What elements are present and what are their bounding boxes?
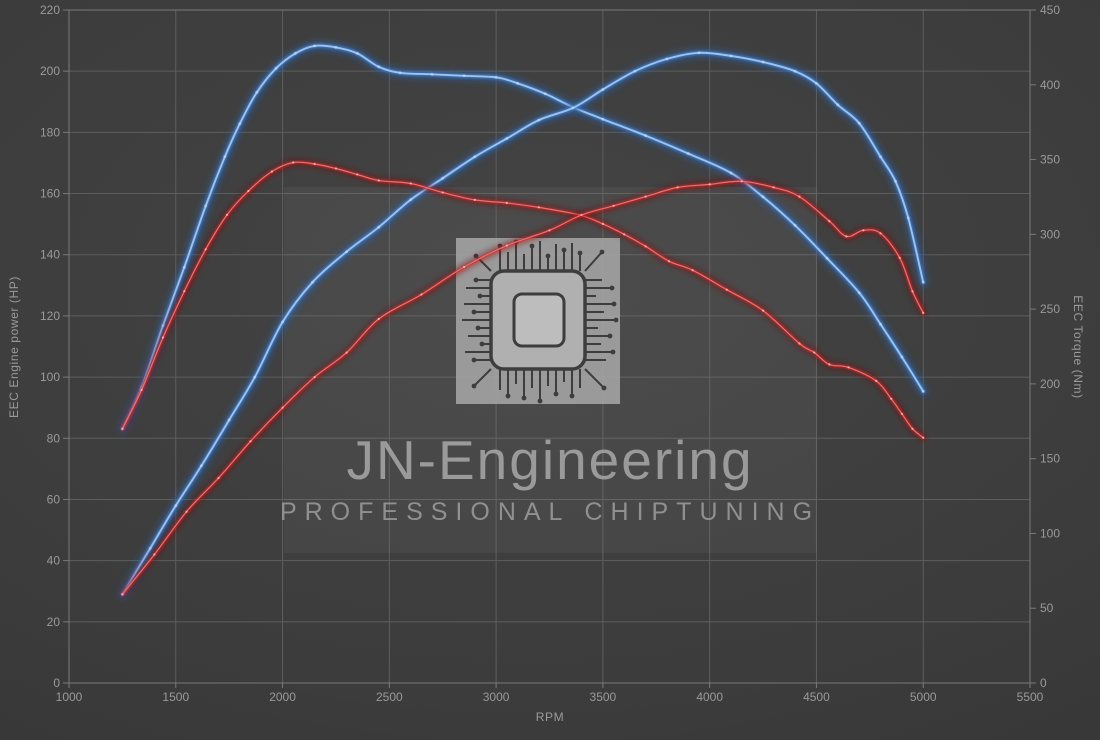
left-y-tick-label: 0 (53, 676, 60, 690)
axis-tick-labels: 1000 1500 2000 2500 3000 3500 4000 4500 5000 5500… (40, 3, 1060, 704)
left-y-tick-label: 160 (40, 187, 60, 201)
right-y-tick-label: 450 (1040, 3, 1060, 17)
right-y-tick-label: 350 (1040, 153, 1060, 167)
left-y-tick-label: 200 (40, 64, 60, 78)
left-y-tick-label: 60 (47, 492, 61, 506)
left-y-tick-label: 120 (40, 309, 60, 323)
x-tick-label: 3500 (590, 690, 617, 704)
right-y-tick-label: 250 (1040, 302, 1060, 316)
left-y-tick-label: 80 (47, 431, 61, 445)
series-power-tuned (117, 47, 929, 600)
right-y-tick-label: 50 (1040, 601, 1054, 615)
series-power-stock (119, 178, 927, 598)
right-y-tick-label: 200 (1040, 377, 1060, 391)
right-y-tick-label: 300 (1040, 227, 1060, 241)
x-tick-label: 2000 (269, 690, 296, 704)
x-tick-label: 1500 (162, 690, 189, 704)
watermark-tagline: PROFESSIONAL CHIPTUNING (280, 498, 820, 526)
series-torque-tuned (117, 40, 929, 434)
x-tick-label: 5500 (1017, 690, 1044, 704)
curve-layer (117, 40, 929, 600)
right-y-tick-label: 100 (1040, 526, 1060, 540)
x-tick-label: 3000 (483, 690, 510, 704)
x-tick-label: 5000 (910, 690, 937, 704)
microchip-icon (456, 238, 620, 404)
left-y-tick-label: 140 (40, 248, 60, 262)
right-y-tick-label: 400 (1040, 78, 1060, 92)
left-y-tick-label: 40 (47, 554, 61, 568)
watermark: JN-Engineering PROFESSIONAL CHIPTUNING (280, 187, 820, 553)
watermark-brand: JN-Engineering (346, 429, 753, 491)
left-y-tick-label: 180 (40, 125, 60, 139)
x-tick-label: 4000 (696, 690, 723, 704)
left-y-tick-label: 100 (40, 370, 60, 384)
x-axis-label: RPM (536, 710, 564, 724)
left-y-tick-label: 220 (40, 3, 60, 17)
right-y-tick-label: 150 (1040, 452, 1060, 466)
right-y-tick-label: 0 (1040, 676, 1047, 690)
x-tick-label: 4500 (803, 690, 830, 704)
left-y-axis-label: EEC Engine power (HP) (7, 276, 21, 418)
right-y-axis-label: EEC Torque (Nm) (1071, 295, 1085, 398)
x-tick-label: 1000 (56, 690, 83, 704)
left-y-tick-label: 20 (47, 615, 61, 629)
series-torque-stock (119, 159, 927, 441)
x-tick-label: 2500 (376, 690, 403, 704)
